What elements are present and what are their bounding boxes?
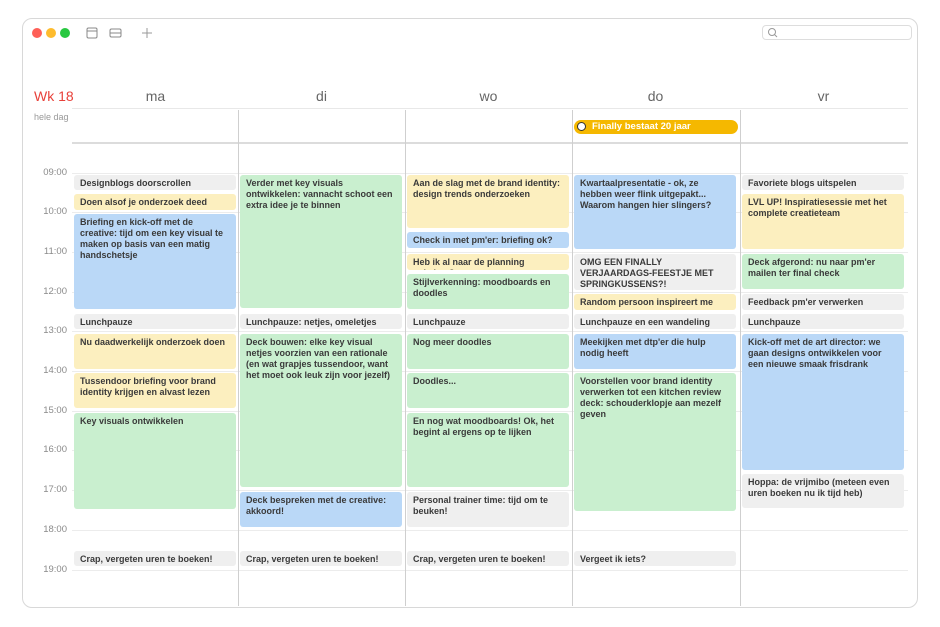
time-label: 13:00 <box>43 325 67 336</box>
hour-line <box>72 530 908 531</box>
hour-line <box>72 331 908 332</box>
day-separator <box>238 110 239 606</box>
event[interactable]: Deck bouwen: elke key visual netjes voor… <box>240 334 402 487</box>
calendar-icon[interactable] <box>86 27 98 39</box>
time-label: 12:00 <box>43 286 67 297</box>
event[interactable]: Key visuals ontwikkelen <box>74 413 236 509</box>
zoom-button[interactable] <box>60 28 70 38</box>
time-label: 17:00 <box>43 484 67 495</box>
event[interactable]: Feedback pm'er verwerken <box>742 294 904 310</box>
event[interactable]: Hoppa: de vrijmibo (meteen even uren boe… <box>742 474 904 508</box>
event[interactable]: Deck bespreken met de creative: akkoord! <box>240 492 402 527</box>
time-label: 15:00 <box>43 405 67 416</box>
event[interactable]: Voorstellen voor brand identity verwerke… <box>574 373 736 511</box>
event[interactable]: Meekijken met dtp'er die hulp nodig heef… <box>574 334 736 369</box>
event[interactable]: Doen alsof je onderzoek deed <box>74 194 236 210</box>
event[interactable]: Lunchpauze en een wandeling <box>574 314 736 329</box>
event[interactable]: Lunchpauze <box>74 314 236 329</box>
hour-line <box>72 411 908 412</box>
time-label: 18:00 <box>43 524 67 535</box>
event[interactable]: Check in met pm'er: briefing ok? <box>407 232 569 248</box>
day-separator <box>405 110 406 606</box>
event[interactable]: Aan de slag met de brand identity: desig… <box>407 175 569 228</box>
event[interactable]: Favoriete blogs uitspelen <box>742 175 904 190</box>
week-number: Wk 18 <box>34 88 74 104</box>
hour-line <box>72 371 908 372</box>
hour-line <box>72 252 908 253</box>
hour-line <box>72 490 908 491</box>
time-label: 16:00 <box>43 444 67 455</box>
all-day-divider <box>72 142 908 144</box>
event[interactable]: Crap, vergeten uren te boeken! <box>407 551 569 566</box>
time-label: 09:00 <box>43 167 67 178</box>
event[interactable]: Heb ik al naar de planning gekeken? <box>407 254 569 270</box>
time-label: 10:00 <box>43 206 67 217</box>
event[interactable]: Nu daadwerkelijk onderzoek doen <box>74 334 236 369</box>
header-divider <box>72 108 908 109</box>
event[interactable]: Deck afgerond: nu naar pm'er mailen ter … <box>742 254 904 289</box>
event[interactable]: LVL UP! Inspiratiesessie met het complet… <box>742 194 904 249</box>
time-label: 19:00 <box>43 564 67 575</box>
day-separator <box>572 110 573 606</box>
hour-line <box>72 570 908 571</box>
event[interactable]: Vergeet ik iets? <box>574 551 736 566</box>
all-day-label: hele dag <box>34 112 69 122</box>
close-button[interactable] <box>32 28 42 38</box>
day-header: wo <box>479 88 498 104</box>
event[interactable]: Nog meer doodles <box>407 334 569 369</box>
event[interactable]: Crap, vergeten uren te boeken! <box>240 551 402 566</box>
minimize-button[interactable] <box>46 28 56 38</box>
event-icon <box>577 122 586 131</box>
event[interactable]: Verder met key visuals ontwikkelen: vann… <box>240 175 402 308</box>
event[interactable]: Briefing en kick-off met de creative: ti… <box>74 214 236 309</box>
event[interactable]: Kick-off met de art director: we gaan de… <box>742 334 904 470</box>
day-header: di <box>316 88 327 104</box>
day-header: do <box>647 88 664 104</box>
event[interactable]: En nog wat moodboards! Ok, het begint al… <box>407 413 569 487</box>
hour-line <box>72 173 908 174</box>
event[interactable]: OMG EEN FINALLY VERJAARDAGS-FEESTJE MET … <box>574 254 736 290</box>
event[interactable]: Lunchpauze <box>407 314 569 329</box>
event[interactable]: Tussendoor briefing voor brand identity … <box>74 373 236 408</box>
event[interactable]: Lunchpauze <box>742 314 904 329</box>
day-header: ma <box>145 88 166 104</box>
window <box>22 18 918 608</box>
all-day-event[interactable]: Finally bestaat 20 jaar <box>574 120 738 134</box>
event[interactable]: Random persoon inspireert me <box>574 294 736 310</box>
event[interactable]: Lunchpauze: netjes, omeletjes <box>240 314 402 329</box>
event[interactable]: Kwartaalpresentatie - ok, ze hebben weer… <box>574 175 736 249</box>
toolbar-icons <box>86 27 152 39</box>
event[interactable]: Stijlverkenning: moodboards en doodles <box>407 274 569 309</box>
event[interactable]: Personal trainer time: tijd om te beuken… <box>407 492 569 527</box>
event[interactable]: Crap, vergeten uren te boeken! <box>74 551 236 566</box>
time-label: 14:00 <box>43 365 67 376</box>
search-field[interactable] <box>762 25 912 40</box>
day-separator <box>740 110 741 606</box>
time-label: 11:00 <box>43 246 67 257</box>
add-icon[interactable] <box>142 28 152 38</box>
event[interactable]: Doodles... <box>407 373 569 408</box>
event[interactable]: Designblogs doorscrollen <box>74 175 236 190</box>
day-header: vr <box>817 88 830 104</box>
